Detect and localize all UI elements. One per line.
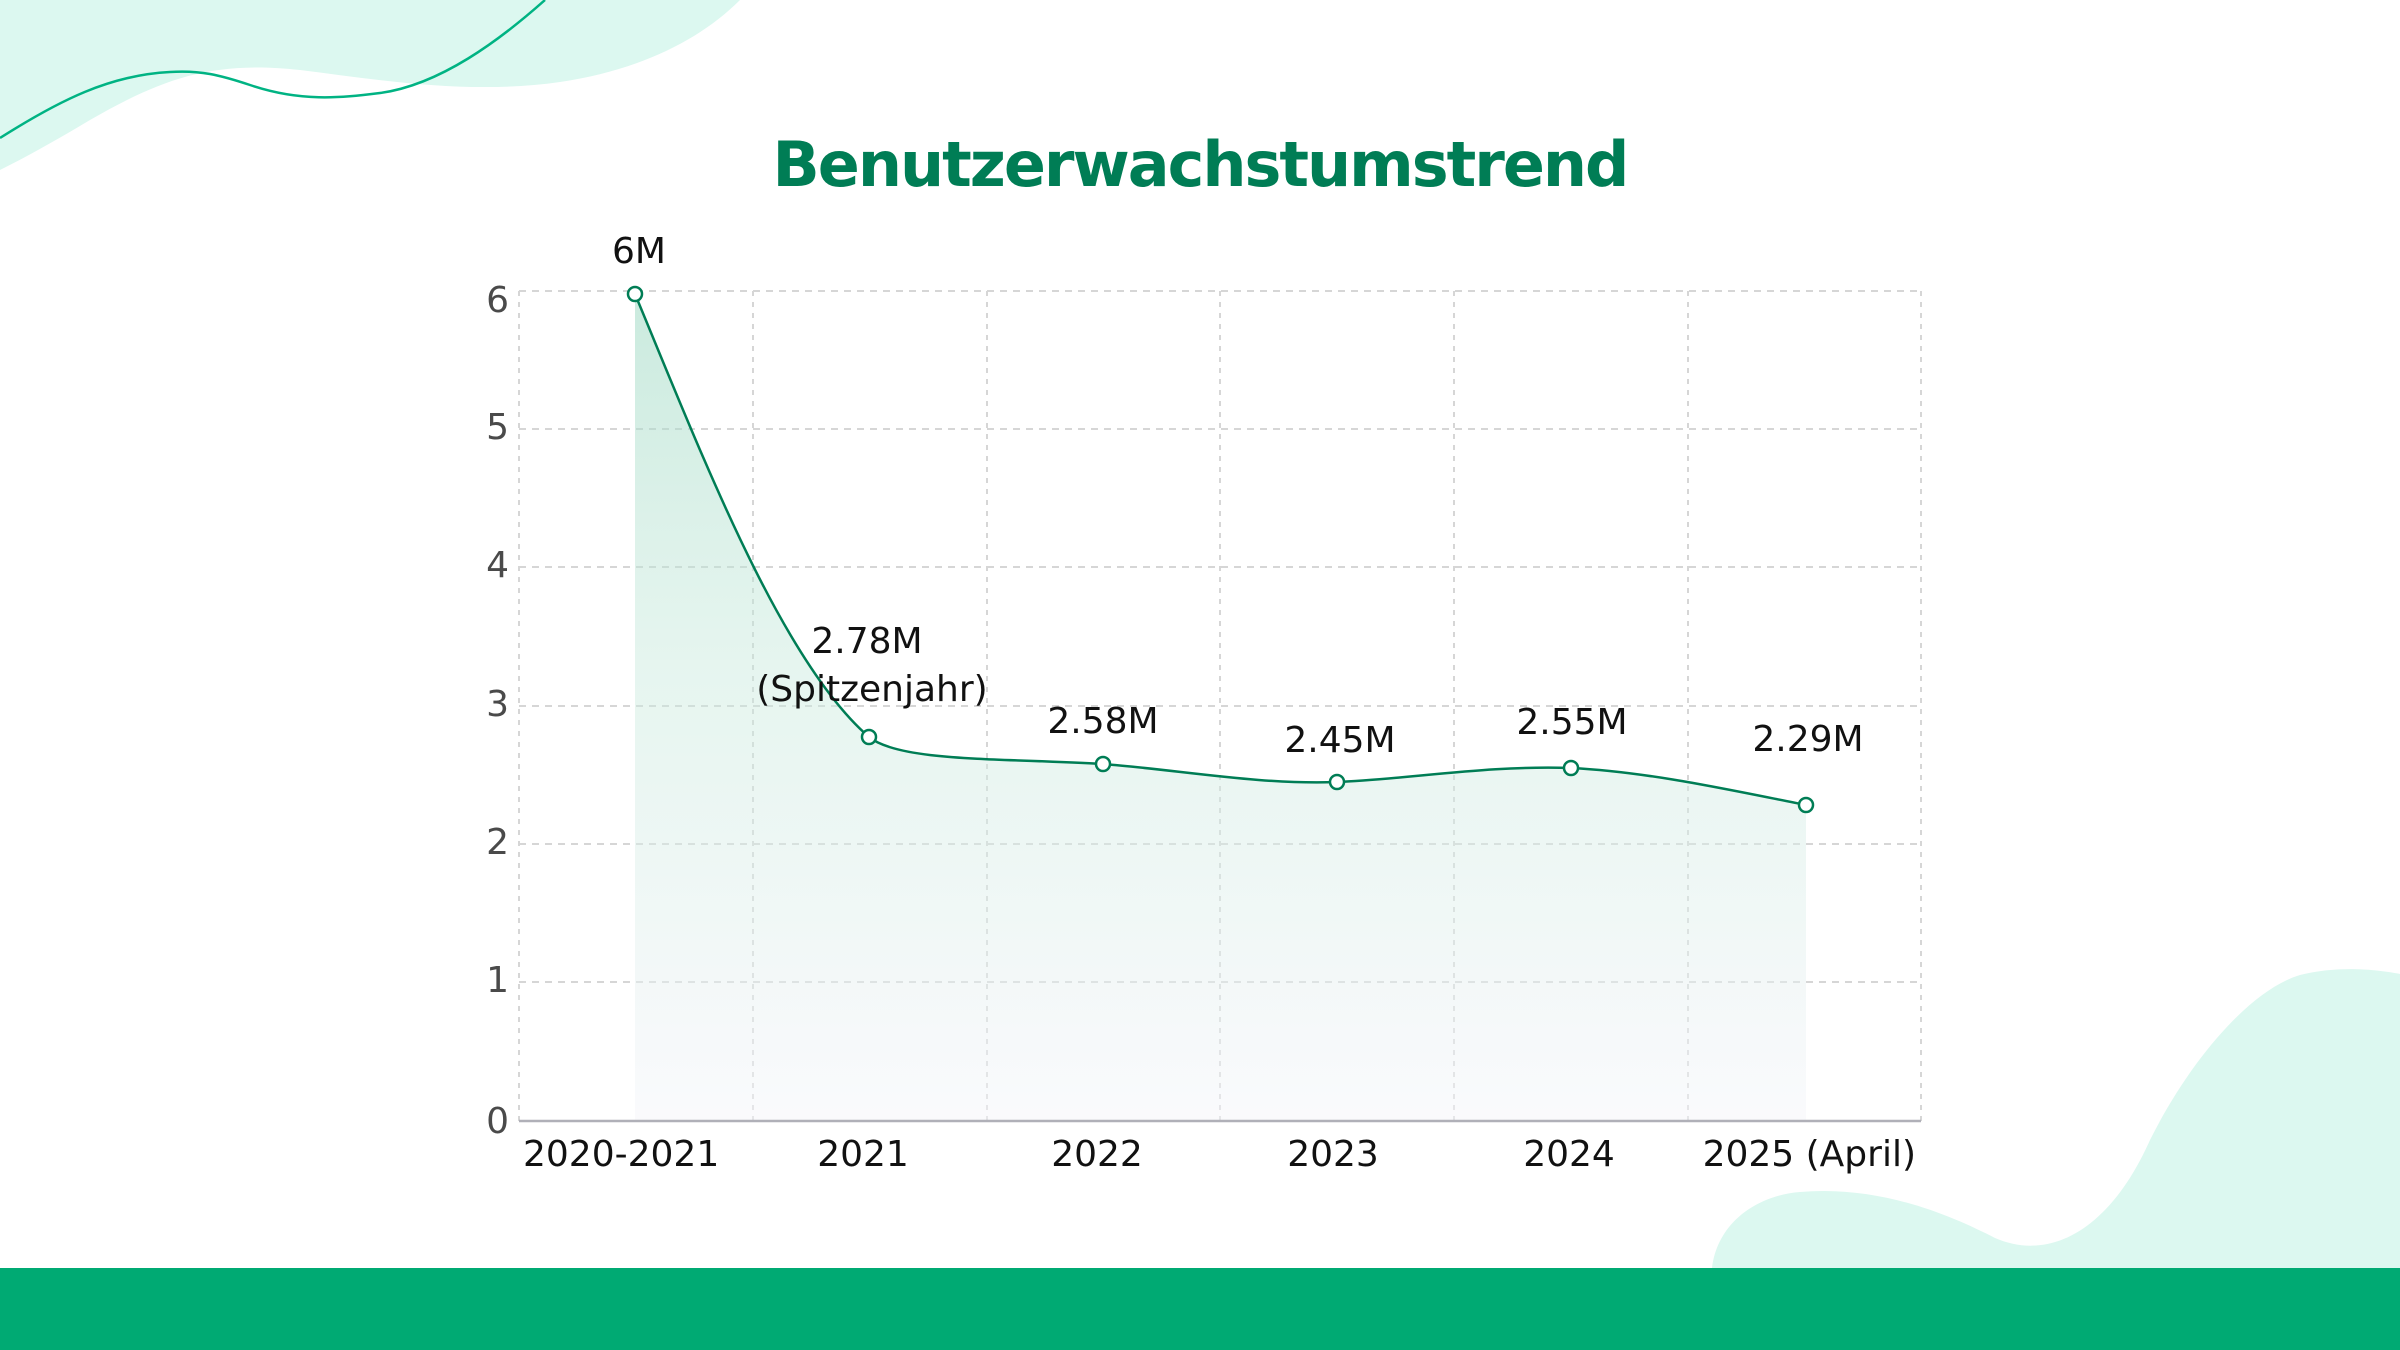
top-left-blob-shape [0, 0, 740, 170]
data-point[interactable] [1094, 755, 1112, 773]
y-tick-label: 0 [486, 1101, 509, 1142]
x-tick-label: 2020-2021 [523, 1134, 719, 1175]
data-points [626, 285, 1815, 814]
y-tick-label: 4 [486, 545, 509, 586]
data-point[interactable] [626, 285, 644, 303]
chart-title: Benutzerwachstumstrend [772, 128, 1630, 201]
bottom-right-blob-shape [1712, 969, 2400, 1268]
data-label: 6M [612, 231, 666, 272]
x-axis-ticks: 2020-2021 2021 2022 2023 2024 2025 (Apri… [523, 1134, 1916, 1175]
x-tick-label: 2024 [1523, 1134, 1615, 1175]
data-label: 2.55M [1516, 702, 1627, 743]
y-tick-label: 6 [486, 280, 509, 321]
data-label: 2.78M [811, 621, 922, 662]
y-tick-label: 3 [486, 684, 509, 725]
x-tick-label: 2023 [1287, 1134, 1379, 1175]
data-label-annotation: (Spitzenjahr) [756, 669, 987, 710]
data-label: 2.29M [1752, 719, 1863, 760]
data-label: 2.58M [1047, 701, 1158, 742]
y-tick-label: 1 [486, 960, 509, 1001]
data-point[interactable] [860, 728, 878, 746]
data-label: 2.45M [1284, 720, 1395, 761]
data-point[interactable] [1562, 759, 1580, 777]
data-labels: 6M 2.78M (Spitzenjahr) 2.58M 2.45M 2.55M… [612, 231, 1864, 761]
data-line [633, 293, 1807, 807]
x-tick-label: 2022 [1051, 1134, 1143, 1175]
y-axis-ticks: 0 1 2 3 4 5 6 [486, 280, 509, 1142]
x-tick-label: 2021 [817, 1134, 909, 1175]
data-point[interactable] [1797, 796, 1815, 814]
area-fill [635, 294, 1806, 1121]
top-left-wave-line [0, 0, 546, 140]
y-tick-label: 5 [486, 407, 509, 448]
footer-bar [0, 1268, 2400, 1350]
data-point[interactable] [1328, 773, 1346, 791]
x-tick-label: 2025 (April) [1703, 1134, 1916, 1175]
y-tick-label: 2 [486, 822, 509, 863]
